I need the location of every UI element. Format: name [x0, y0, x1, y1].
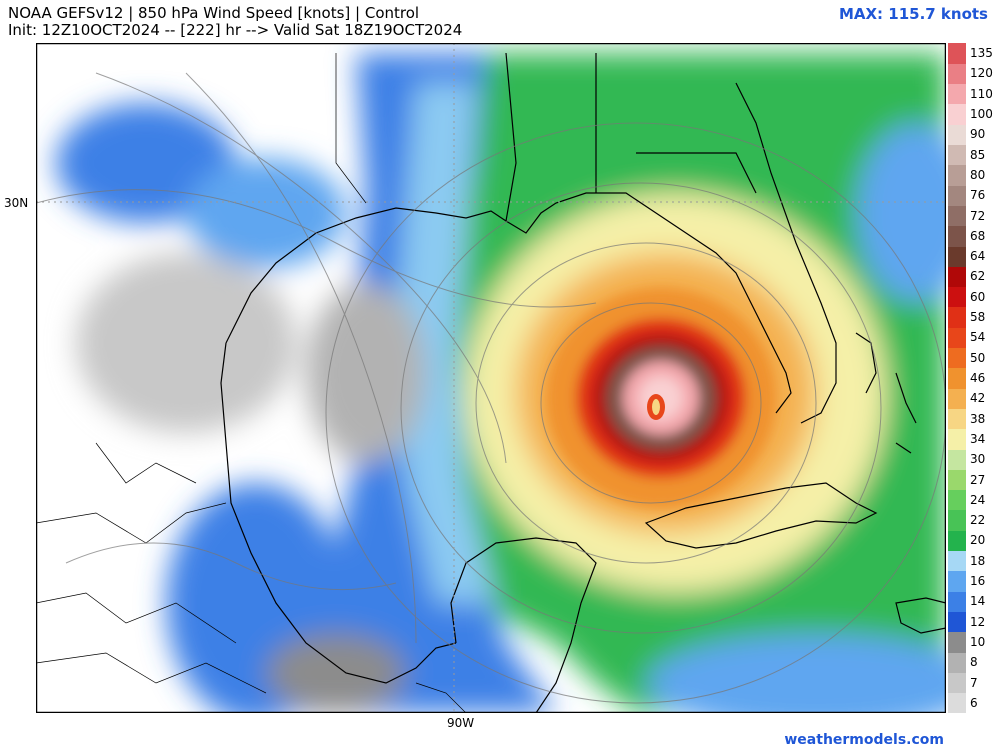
legend-tick-label: 22: [970, 513, 986, 528]
bahamas: [855, 332, 917, 454]
legend-swatch: [948, 144, 966, 166]
legend-tick-label: 24: [970, 492, 986, 507]
yucatan: [450, 537, 597, 713]
legend-swatch: [948, 103, 966, 125]
wind-field-east-blue: [856, 123, 946, 303]
legend-swatch: [948, 449, 966, 470]
legend-tick-label: 14: [970, 594, 986, 609]
brand-link[interactable]: weathermodels.com: [784, 732, 944, 748]
wind-speed-map: [36, 43, 946, 713]
legend-tick-label: 100: [970, 107, 993, 122]
legend-tick-label: 6: [970, 695, 978, 710]
legend-tick-label: 42: [970, 391, 986, 406]
map-panel: [36, 43, 946, 713]
legend-swatch: [948, 124, 966, 145]
legend-swatch: [948, 266, 966, 288]
legend-swatch: [948, 185, 966, 206]
legend-tick-label: 60: [970, 289, 986, 304]
legend-tick-label: 58: [970, 310, 986, 325]
legend-swatch: [948, 652, 966, 673]
legend-tick-label: 72: [970, 208, 986, 223]
legend-tick-label: 7: [970, 675, 978, 690]
wind-field-lightblue: [396, 83, 496, 603]
legend-swatch: [948, 509, 966, 531]
legend-tick-label: 27: [970, 472, 986, 487]
cuba: [644, 482, 878, 549]
legend-swatch: [948, 408, 966, 430]
legend-swatch: [948, 205, 966, 227]
legend-tick-label: 68: [970, 228, 986, 243]
coastlines: [220, 52, 946, 713]
legend-swatch: [948, 347, 966, 369]
legend-swatch: [948, 83, 966, 105]
legend-swatch: [948, 388, 966, 409]
legend-tick-label: 20: [970, 533, 986, 548]
legend-tick-label: 16: [970, 574, 986, 589]
legend-tick-label: 85: [970, 147, 986, 162]
wind-field-grey-1: [306, 283, 426, 463]
wind-field-south-blue: [646, 633, 946, 713]
storm-eye: [652, 399, 660, 415]
legend-swatch: [948, 63, 966, 85]
chart-title: NOAA GEFSv12 | 850 hPa Wind Speed [knots…: [8, 4, 420, 22]
legend-tick-label: 38: [970, 411, 986, 426]
legend-tick-label: 110: [970, 86, 993, 101]
map-frame: [36, 43, 946, 713]
legend-tick-label: 8: [970, 655, 978, 670]
legend-tick-label: 50: [970, 350, 986, 365]
legend-tick-label: 80: [970, 167, 986, 182]
legend-tick-label: 12: [970, 614, 986, 629]
legend-swatch: [948, 327, 966, 349]
legend-swatch: [948, 306, 966, 328]
legend-tick-label: 18: [970, 553, 986, 568]
legend-swatch: [948, 489, 966, 511]
legend-tick-label: 10: [970, 634, 986, 649]
legend-tick-label: 54: [970, 330, 986, 345]
florida-east: [735, 82, 837, 424]
louisiana-coast: [505, 192, 792, 414]
longitude-label: 90W: [447, 716, 475, 730]
legend-swatch: [948, 367, 966, 389]
gulf-coast-texas: [225, 207, 507, 344]
legend-tick-label: 120: [970, 66, 993, 81]
legend-tick-label: 90: [970, 127, 986, 142]
legend-swatch: [948, 570, 966, 592]
legend-tick-label: 76: [970, 188, 986, 203]
legend-swatch: [948, 164, 966, 186]
legend-tick-label: 135: [970, 46, 993, 61]
legend-swatch: [948, 225, 966, 247]
legend-swatch: [948, 428, 966, 450]
wind-field-grey-2: [76, 253, 296, 433]
wind-field-nw-blue-2: [186, 158, 346, 268]
latitude-label: 30N: [4, 196, 29, 210]
texas-mexico-coast: [220, 342, 457, 684]
legend-swatch: [948, 43, 966, 64]
legend-swatch: [948, 530, 966, 552]
hispaniola: [895, 597, 946, 634]
wind-field-nw-blue: [56, 103, 236, 223]
legend-swatch: [948, 631, 966, 653]
us-border-1: [505, 52, 517, 222]
streamlines: [36, 72, 946, 704]
legend-swatch: [948, 246, 966, 267]
max-wind-label: MAX: 115.7 knots: [838, 5, 988, 23]
legend-tick-label: 62: [970, 269, 986, 284]
legend-tick-label: 64: [970, 249, 986, 264]
chart-subtitle: Init: 12Z10OCT2024 -- [222] hr --> Valid…: [8, 21, 463, 39]
legend-tick-label: 46: [970, 371, 986, 385]
legend-swatch: [948, 550, 966, 572]
legend-swatch: [948, 591, 966, 612]
color-legend: [948, 43, 966, 714]
legend-tick-label: 30: [970, 452, 986, 467]
legend-swatch: [948, 469, 966, 491]
legend-swatch: [948, 286, 966, 308]
legend-swatch: [948, 692, 966, 714]
legend-tick-label: 34: [970, 431, 986, 446]
legend-swatch: [948, 611, 966, 633]
us-border-3: [636, 152, 757, 194]
legend-swatch: [948, 672, 966, 694]
wind-field-grey-3: [266, 633, 406, 713]
